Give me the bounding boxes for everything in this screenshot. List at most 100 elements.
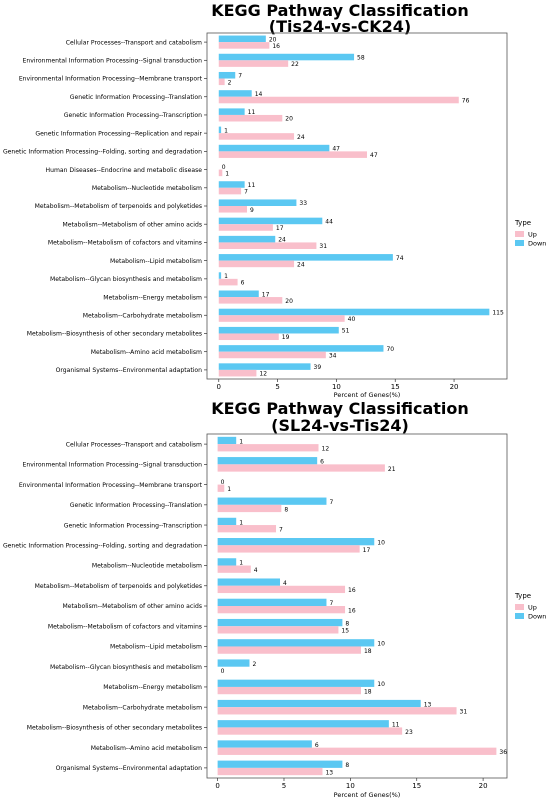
bar-down-label: 6 <box>320 459 324 466</box>
bar-up-label: 76 <box>462 97 470 104</box>
bar-down-label: 70 <box>386 346 394 353</box>
chart-sl24-vs-tis24: KEGG Pathway Classification(SL24-vs-Tis2… <box>3 399 546 799</box>
bar-down-label: 51 <box>342 328 350 335</box>
category-label: Genetic Information Processing--Folding,… <box>3 149 202 156</box>
bar-down-label: 115 <box>492 309 504 316</box>
category-label: Metabolism--Energy metabolism <box>103 294 202 301</box>
bar-down <box>218 290 259 298</box>
bar-up <box>217 707 457 715</box>
bar-down-label: 1 <box>239 519 243 526</box>
bar-down-label: 58 <box>357 55 365 62</box>
bar-up <box>217 525 277 533</box>
bar-up-label: 24 <box>297 261 305 268</box>
bar-up-label: 20 <box>285 116 293 123</box>
bar-up-label: 16 <box>348 607 356 614</box>
bar-up <box>218 297 283 304</box>
bar-up <box>217 464 385 472</box>
bar-down-label: 7 <box>329 600 333 607</box>
bar-up-label: 7 <box>279 527 283 534</box>
bar-up <box>218 114 283 122</box>
bar-up-label: 31 <box>319 243 327 250</box>
bar-up <box>218 42 270 49</box>
bar-up-label: 34 <box>329 352 337 359</box>
bar-down <box>218 199 297 206</box>
x-tick-label: 20 <box>450 383 459 391</box>
bar-down-label: 7 <box>238 73 242 80</box>
bar-up <box>217 727 403 735</box>
bar-down <box>218 308 490 316</box>
x-tick-label: 10 <box>346 782 355 790</box>
bar-down <box>217 598 327 606</box>
bar-down-label: 14 <box>255 91 263 98</box>
bar-down-label: 39 <box>314 364 322 371</box>
bar-down-label: 4 <box>283 580 287 587</box>
category-label: Metabolism--Lipid metabolism <box>110 644 202 651</box>
category-label: Environmental Information Processing--Si… <box>23 462 203 469</box>
bar-up <box>218 187 242 195</box>
category-label: Metabolism--Metabolism of other amino ac… <box>63 221 202 228</box>
bar-up-label: 2 <box>228 79 232 86</box>
bar-down-label: 8 <box>345 762 349 769</box>
bar-down <box>217 618 343 627</box>
bar-down <box>217 720 389 728</box>
bar-up <box>217 484 225 492</box>
bar-down <box>218 108 245 115</box>
bar-up-label: 36 <box>499 749 507 756</box>
bar-up-label: 47 <box>370 152 378 159</box>
bar-up-label: 17 <box>363 547 371 554</box>
bar-down-label: 7 <box>329 499 333 506</box>
bar-up <box>218 224 273 231</box>
bar-down-label: 33 <box>299 200 307 207</box>
bar-down-label: 17 <box>262 291 270 298</box>
category-label: Metabolism--Metabolism of terpenoids and… <box>35 583 202 590</box>
bar-up-label: 18 <box>364 688 372 695</box>
category-label: Organismal Systems--Environmental adapta… <box>56 765 203 772</box>
category-label: Metabolism--Carbohydrate metabolism <box>83 312 202 319</box>
bar-up <box>217 504 282 513</box>
bar-up <box>217 545 360 553</box>
category-label: Metabolism--Metabolism of terpenoids and… <box>35 203 202 210</box>
bar-down-label: 11 <box>392 722 400 729</box>
bar-down-label: 13 <box>424 701 432 708</box>
bar-up <box>217 585 346 594</box>
bar-down <box>218 90 252 97</box>
bar-down-label: 1 <box>239 438 243 445</box>
category-label: Metabolism--Glycan biosynthesis and meta… <box>50 664 202 671</box>
category-label: Metabolism--Nucleotide metabolism <box>92 563 202 570</box>
bar-up <box>218 96 459 104</box>
bar-up-label: 8 <box>284 506 288 513</box>
legend-label-down: Down <box>528 613 546 621</box>
chart-subtitle: (Tis24-vs-CK24) <box>269 17 411 36</box>
bar-up-label: 40 <box>348 316 356 323</box>
bar-up <box>217 767 323 776</box>
bar-up <box>218 206 247 213</box>
bar-up-label: 12 <box>259 371 267 378</box>
bar-up-label: 0 <box>221 668 225 675</box>
category-label: Cellular Processes--Transport and catabo… <box>66 441 202 448</box>
bar-down-label: 1 <box>224 127 228 134</box>
bar-down-label: 10 <box>377 681 385 688</box>
bar-down <box>217 497 327 505</box>
bar-up <box>217 565 251 573</box>
bar-up-label: 18 <box>364 648 372 655</box>
bar-down-label: 1 <box>224 273 228 280</box>
bar-up-label: 9 <box>250 207 254 214</box>
bar-down <box>218 53 355 61</box>
bar-down-label: 0 <box>222 164 226 171</box>
category-label: Cellular Processes--Transport and catabo… <box>66 39 202 46</box>
bar-up-label: 20 <box>285 298 293 305</box>
bar-up-label: 16 <box>272 43 280 50</box>
bar-up <box>218 78 225 86</box>
bar-up-label: 17 <box>276 225 284 232</box>
category-label: Environmental Information Processing--Me… <box>19 482 203 489</box>
bar-down-label: 44 <box>325 218 333 225</box>
bar-down <box>218 254 393 261</box>
bar-down <box>217 578 281 586</box>
category-label: Metabolism--Metabolism of other amino ac… <box>63 603 202 610</box>
bar-down <box>217 659 250 667</box>
category-label: Metabolism--Energy metabolism <box>103 684 202 691</box>
chart-subtitle: (SL24-vs-Tis24) <box>271 416 409 435</box>
bar-up-label: 1 <box>225 170 229 177</box>
bar-down-label: 11 <box>248 109 256 116</box>
x-tick-label: 0 <box>215 782 219 790</box>
